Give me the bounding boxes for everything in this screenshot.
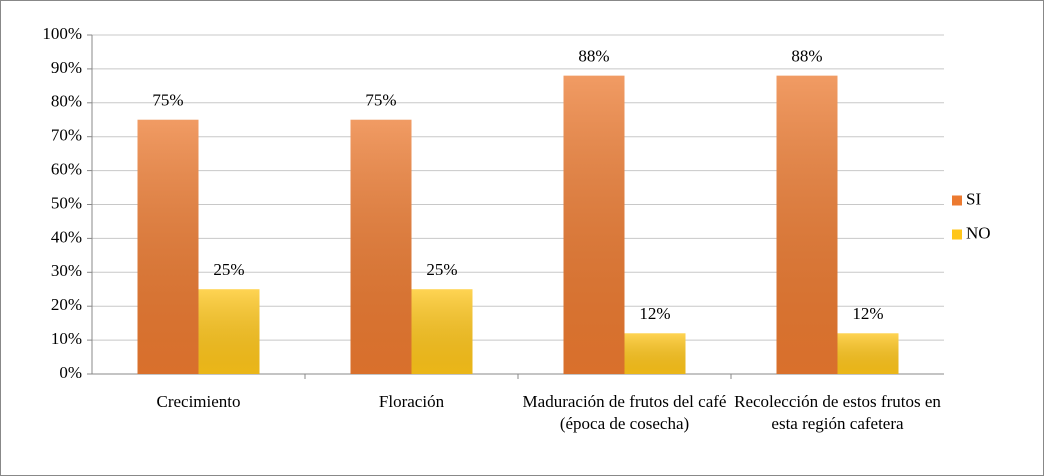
y-tick-label: 100% bbox=[42, 24, 82, 43]
legend-label: NO bbox=[966, 223, 991, 242]
data-label: 88% bbox=[791, 47, 822, 66]
bar-shade bbox=[837, 333, 899, 374]
data-label: 25% bbox=[426, 260, 457, 279]
bar-shade bbox=[198, 289, 260, 374]
bar-shade bbox=[624, 333, 686, 374]
bar-shade bbox=[776, 75, 838, 375]
legend-swatch bbox=[952, 229, 962, 240]
x-tick-label: Recolección de estos frutos en esta regi… bbox=[734, 392, 941, 433]
x-tick-label: Crecimiento bbox=[156, 392, 241, 411]
bar-shade bbox=[411, 289, 473, 374]
y-tick-label: 40% bbox=[51, 227, 82, 246]
data-label: 75% bbox=[152, 91, 183, 110]
y-tick-label: 80% bbox=[51, 92, 82, 111]
bar-shade bbox=[137, 119, 199, 374]
bar-shade bbox=[563, 75, 625, 375]
y-tick-label: 0% bbox=[59, 363, 82, 382]
legend-label: SI bbox=[966, 189, 981, 208]
data-label: 75% bbox=[365, 91, 396, 110]
legend-swatch bbox=[952, 195, 962, 206]
y-tick-label: 70% bbox=[51, 126, 82, 145]
data-label: 12% bbox=[852, 304, 883, 323]
data-label: 12% bbox=[639, 304, 670, 323]
y-tick-label: 60% bbox=[51, 160, 82, 179]
y-tick-label: 90% bbox=[51, 58, 82, 77]
bar-shade bbox=[350, 119, 412, 374]
y-tick-label: 30% bbox=[51, 261, 82, 280]
y-tick-label: 10% bbox=[51, 329, 82, 348]
y-tick-label: 50% bbox=[51, 193, 82, 212]
data-label: 88% bbox=[578, 47, 609, 66]
x-tick-label: Floración bbox=[378, 392, 445, 411]
x-tick-label: Maduración de frutos del café (época de … bbox=[522, 392, 727, 433]
y-tick-label: 20% bbox=[51, 295, 82, 314]
data-label: 25% bbox=[213, 260, 244, 279]
